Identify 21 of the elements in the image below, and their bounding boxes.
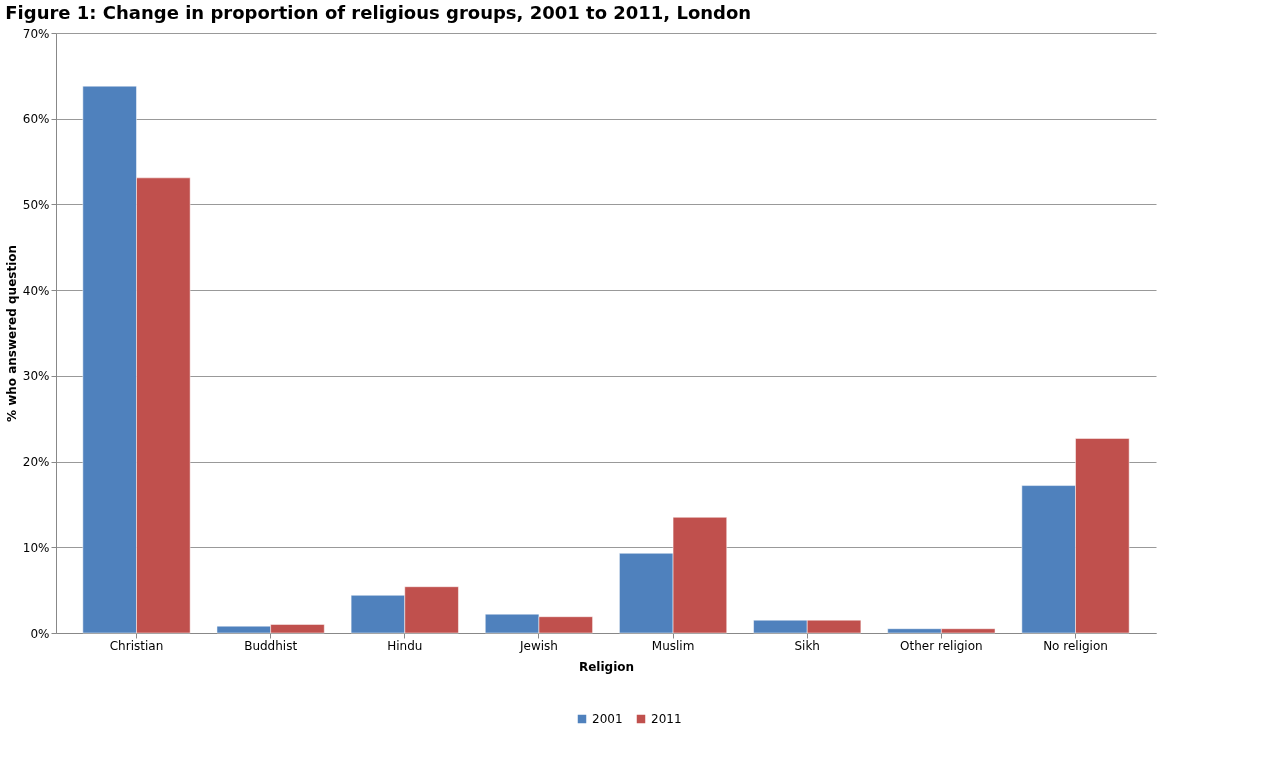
chart-title: Figure 1: Change in proportion of religious groups, 2001 to 2011, London (5, 2, 752, 23)
y-tick-label: 50% (22, 197, 50, 212)
legend-label: 2011 (651, 712, 682, 726)
x-tick-label: Buddhist (244, 638, 298, 653)
x-tick-label: Sikh (794, 638, 820, 653)
y-tick-label: 70% (22, 26, 50, 41)
legend-label: 2001 (592, 712, 623, 726)
y-tick-label: 60% (22, 112, 50, 127)
y-tick-label: 40% (22, 283, 50, 298)
y-axis-title: % who answered question (4, 244, 19, 423)
y-tick-label: 10% (22, 540, 50, 555)
y-tick-label: 30% (22, 369, 50, 384)
x-tick-label: Other religion (900, 638, 983, 653)
x-tick-label: Christian (109, 638, 164, 653)
x-tick-label: Hindu (387, 638, 423, 653)
y-tick-label: 20% (22, 455, 50, 470)
x-tick-label: Jewish (518, 638, 558, 653)
y-tick-label: 0% (30, 626, 50, 641)
x-axis-title: Religion (578, 659, 635, 674)
x-tick-label: Muslim (651, 638, 695, 653)
x-tick-label: No religion (1043, 638, 1108, 653)
